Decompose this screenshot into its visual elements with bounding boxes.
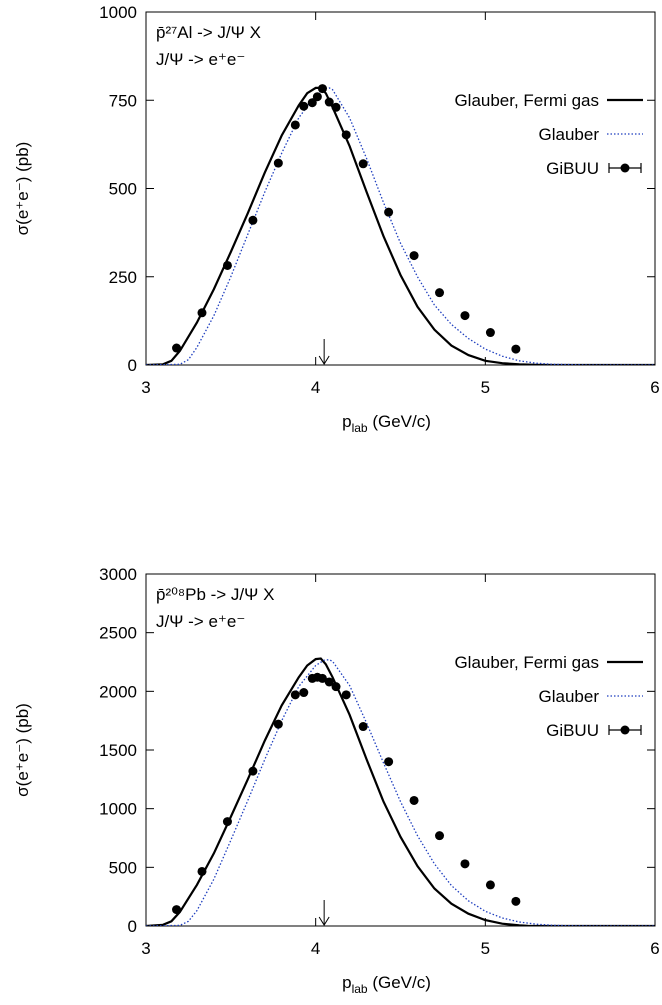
gibuu-point [511,344,521,354]
x-tick-label: 5 [481,939,490,958]
gibuu-point [299,688,309,698]
x-axis-title: plab (GeV/c) [342,412,431,435]
x-tick-label: 5 [481,378,490,397]
gibuu-point [317,673,327,683]
gibuu-point [384,757,394,767]
annotation-line-1: p̄²⁷Al -> J/Ψ X [156,23,261,42]
gibuu-point [290,120,300,130]
annotation-line-2: J/Ψ -> e⁺e⁻ [156,50,245,69]
gibuu-point [248,215,258,225]
gibuu-point [172,905,182,915]
gibuu-point [358,722,368,732]
gibuu-point [273,719,283,729]
y-tick-label: 750 [109,91,137,110]
y-tick-label: 500 [109,858,137,877]
x-tick-label: 3 [141,939,150,958]
gibuu-point [273,158,283,168]
glauber-fermi-gas-line [146,657,655,926]
y-tick-label: 500 [109,180,137,199]
legend-label: GiBUU [546,721,599,740]
gibuu-point [197,308,207,318]
legend-marker [620,163,630,173]
x-tick-label: 3 [141,378,150,397]
gibuu-point [409,795,419,805]
legend-marker [620,725,630,735]
glauber-line [146,659,655,926]
gibuu-point [331,682,341,692]
gibuu-point [222,260,232,270]
chart-panel-2: 3 4 5 6 0 500 1000 1500 2000 2500 3000 plab (GeV/c)… [13,565,660,996]
gibuu-point [222,817,232,827]
y-tick-label: 250 [109,268,137,287]
gibuu-point [341,690,351,700]
gibuu-point [248,766,258,776]
legend-label: Glauber, Fermi gas [454,653,599,672]
y-tick-label: 0 [128,356,137,375]
annotation-line-2: J/Ψ -> e⁺e⁻ [156,612,245,631]
glauber-line [146,87,655,365]
gibuu-point [384,207,394,217]
y-tick-label: 1500 [99,741,137,760]
legend-label: GiBUU [546,159,599,178]
gibuu-point [197,866,207,876]
gibuu-point [312,92,322,102]
gibuu-point [172,343,182,353]
x-axis-title: plab (GeV/c) [342,973,431,996]
y-tick-label: 0 [128,917,137,936]
legend-label: Glauber, Fermi gas [454,91,599,110]
y-tick-label: 2000 [99,682,137,701]
gibuu-point [511,896,521,906]
y-tick-label: 1000 [99,800,137,819]
y-tick-label: 1000 [99,3,137,22]
gibuu-point [485,328,495,338]
y-axis-title: σ(e⁺e⁻) (pb) [13,142,32,236]
down-arrow-head [318,916,330,926]
gibuu-point [299,101,309,111]
gibuu-point [317,84,327,94]
annotation-line-1: p̄²⁰⁸Pb -> J/Ψ X [156,585,274,604]
gibuu-point [324,677,334,687]
x-tick-label: 4 [311,378,320,397]
legend-label: Glauber [539,125,600,144]
legend-label: Glauber [539,687,600,706]
gibuu-point [485,880,495,890]
gibuu-point [341,130,351,140]
down-arrow-head [318,355,330,365]
gibuu-point [307,98,317,108]
y-tick-label: 2500 [99,624,137,643]
gibuu-point [435,288,445,298]
gibuu-point [331,102,341,112]
gibuu-point [324,97,334,107]
y-tick-label: 3000 [99,565,137,584]
x-tick-label: 6 [650,939,659,958]
gibuu-point [358,159,368,169]
gibuu-point [290,690,300,700]
y-axis-title: σ(e⁺e⁻) (pb) [13,703,32,797]
x-tick-label: 4 [311,939,320,958]
x-tick-label: 6 [650,378,659,397]
chart-panel-1: 3 4 5 6 0 250 500 750 1000 plab (GeV/c) σ(e⁺e⁻) (p… [13,3,660,435]
gibuu-point [460,859,470,869]
gibuu-point [435,831,445,841]
gibuu-point [409,251,419,261]
gibuu-point [460,311,470,321]
